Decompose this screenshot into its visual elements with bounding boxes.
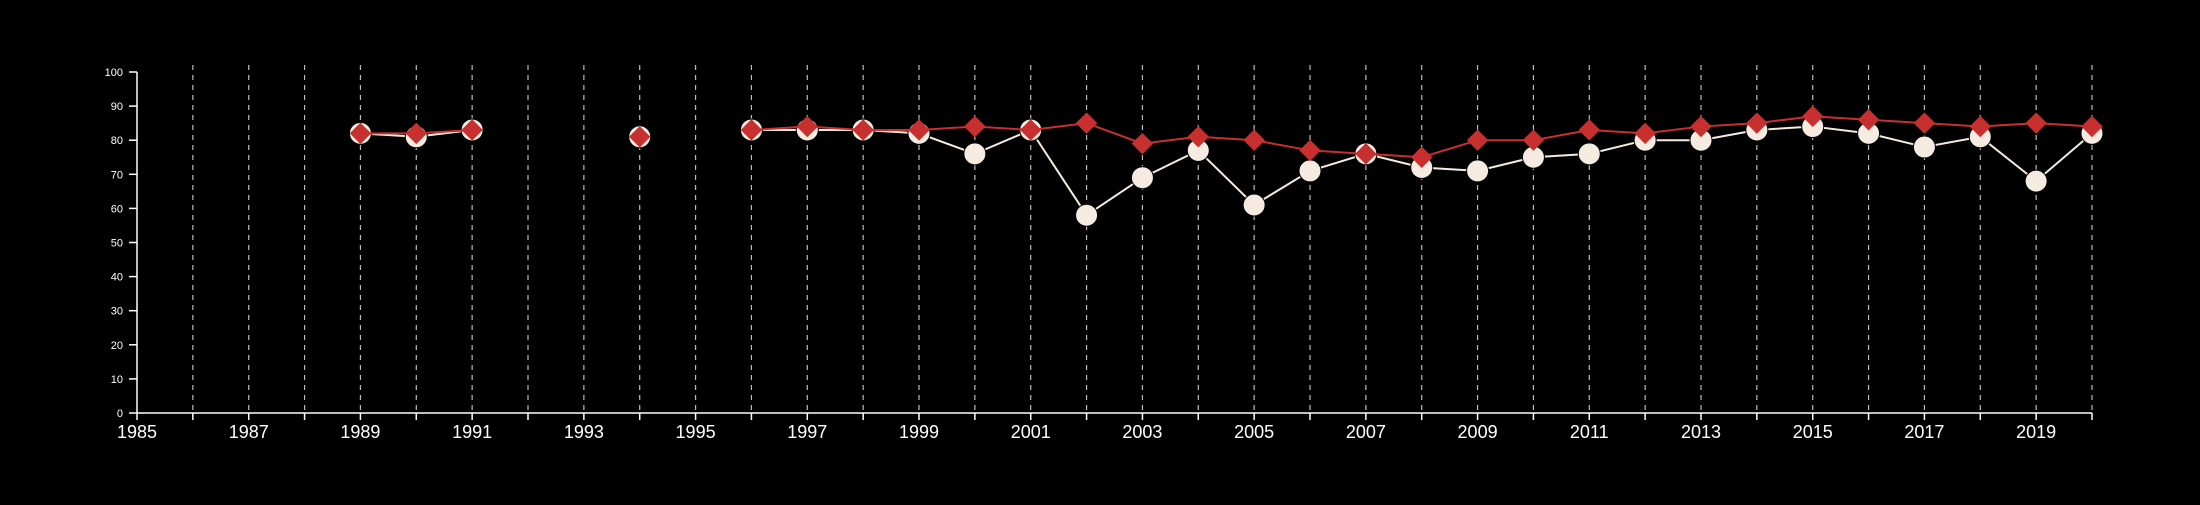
y-tick-label: 40 <box>111 272 123 284</box>
data-point-diamond <box>908 119 930 141</box>
x-tick-label: 2001 <box>1011 422 1051 442</box>
data-point-diamond <box>1187 126 1209 148</box>
data-point-diamond <box>1578 119 1600 141</box>
data-point-circle <box>1075 203 1099 227</box>
data-point-circle <box>1912 135 1936 159</box>
data-point-circle <box>1130 166 1154 190</box>
series-group <box>348 105 2104 227</box>
data-point-diamond <box>1075 112 1098 134</box>
data-point-circle <box>1298 159 1322 183</box>
data-point-circle <box>2024 169 2048 193</box>
x-tick-label: 1993 <box>564 422 604 442</box>
x-tick-label: 1991 <box>452 422 492 442</box>
y-tick-label: 60 <box>111 203 123 215</box>
data-point-diamond <box>1802 105 1824 128</box>
x-tick-label: 1989 <box>340 422 380 442</box>
data-point-diamond <box>349 122 372 145</box>
x-tick-label: 1997 <box>787 422 827 442</box>
x-tick-label: 2017 <box>1904 422 1944 442</box>
data-point-diamond <box>2025 112 2047 134</box>
y-tick-label: 20 <box>111 340 123 352</box>
y-tick-label: 70 <box>111 169 123 181</box>
data-point-diamond <box>1746 112 1768 134</box>
x-tick-label: 2011 <box>1570 422 1609 442</box>
data-point-diamond <box>1522 129 1545 151</box>
data-point-diamond <box>1969 115 1991 138</box>
gridlines <box>192 65 2093 413</box>
data-point-diamond <box>1243 129 1265 151</box>
x-tick-label: 1995 <box>676 422 716 442</box>
series-1 <box>349 105 2103 168</box>
x-tick-label: 2009 <box>1458 422 1498 442</box>
y-tick-label: 80 <box>111 135 123 147</box>
data-point-diamond <box>461 119 483 141</box>
data-point-circle <box>1577 142 1601 166</box>
data-point-diamond <box>2081 115 2103 138</box>
x-tick-label: 1987 <box>229 422 269 442</box>
data-point-diamond <box>796 115 818 138</box>
data-point-diamond <box>1913 112 1936 134</box>
x-tick-label: 1985 <box>117 422 157 442</box>
data-point-diamond <box>1299 139 1321 162</box>
x-tick-label: 2013 <box>1681 422 1721 442</box>
data-point-circle <box>1242 193 1266 217</box>
x-tick-label: 1999 <box>899 422 939 442</box>
data-point-circle <box>963 142 987 166</box>
x-tick-label: 2003 <box>1122 422 1162 442</box>
data-point-diamond <box>629 126 651 148</box>
y-tick-label: 30 <box>111 306 123 318</box>
data-point-diamond <box>1690 115 1712 138</box>
x-tick-label: 2019 <box>2016 422 2056 442</box>
y-tick-label: 10 <box>111 374 123 386</box>
y-tick-label: 50 <box>111 238 123 250</box>
data-point-diamond <box>1020 119 1042 141</box>
data-point-circle <box>1466 159 1490 183</box>
series-0 <box>348 115 2104 227</box>
axes: 0 10 20 30 40 50 60 70 80 90 100 1985 1987 1989 1991 19… <box>105 67 2093 442</box>
x-tick-label: 2005 <box>1234 422 1274 442</box>
x-tick-label: 2007 <box>1346 422 1386 442</box>
data-point-diamond <box>852 119 874 141</box>
y-tick-label: 0 <box>117 408 123 420</box>
data-point-diamond <box>405 122 427 145</box>
data-point-diamond <box>1466 129 1489 151</box>
data-point-diamond <box>1411 146 1433 168</box>
y-tick-label: 90 <box>111 101 123 113</box>
x-tick-label: 2015 <box>1793 422 1833 442</box>
data-point-diamond <box>964 115 986 138</box>
data-point-diamond <box>1634 122 1656 145</box>
data-point-diamond <box>1355 143 1377 165</box>
data-point-diamond <box>1857 109 1880 131</box>
y-tick-label: 100 <box>105 67 123 79</box>
data-point-diamond <box>740 119 763 141</box>
data-point-diamond <box>1131 132 1154 155</box>
